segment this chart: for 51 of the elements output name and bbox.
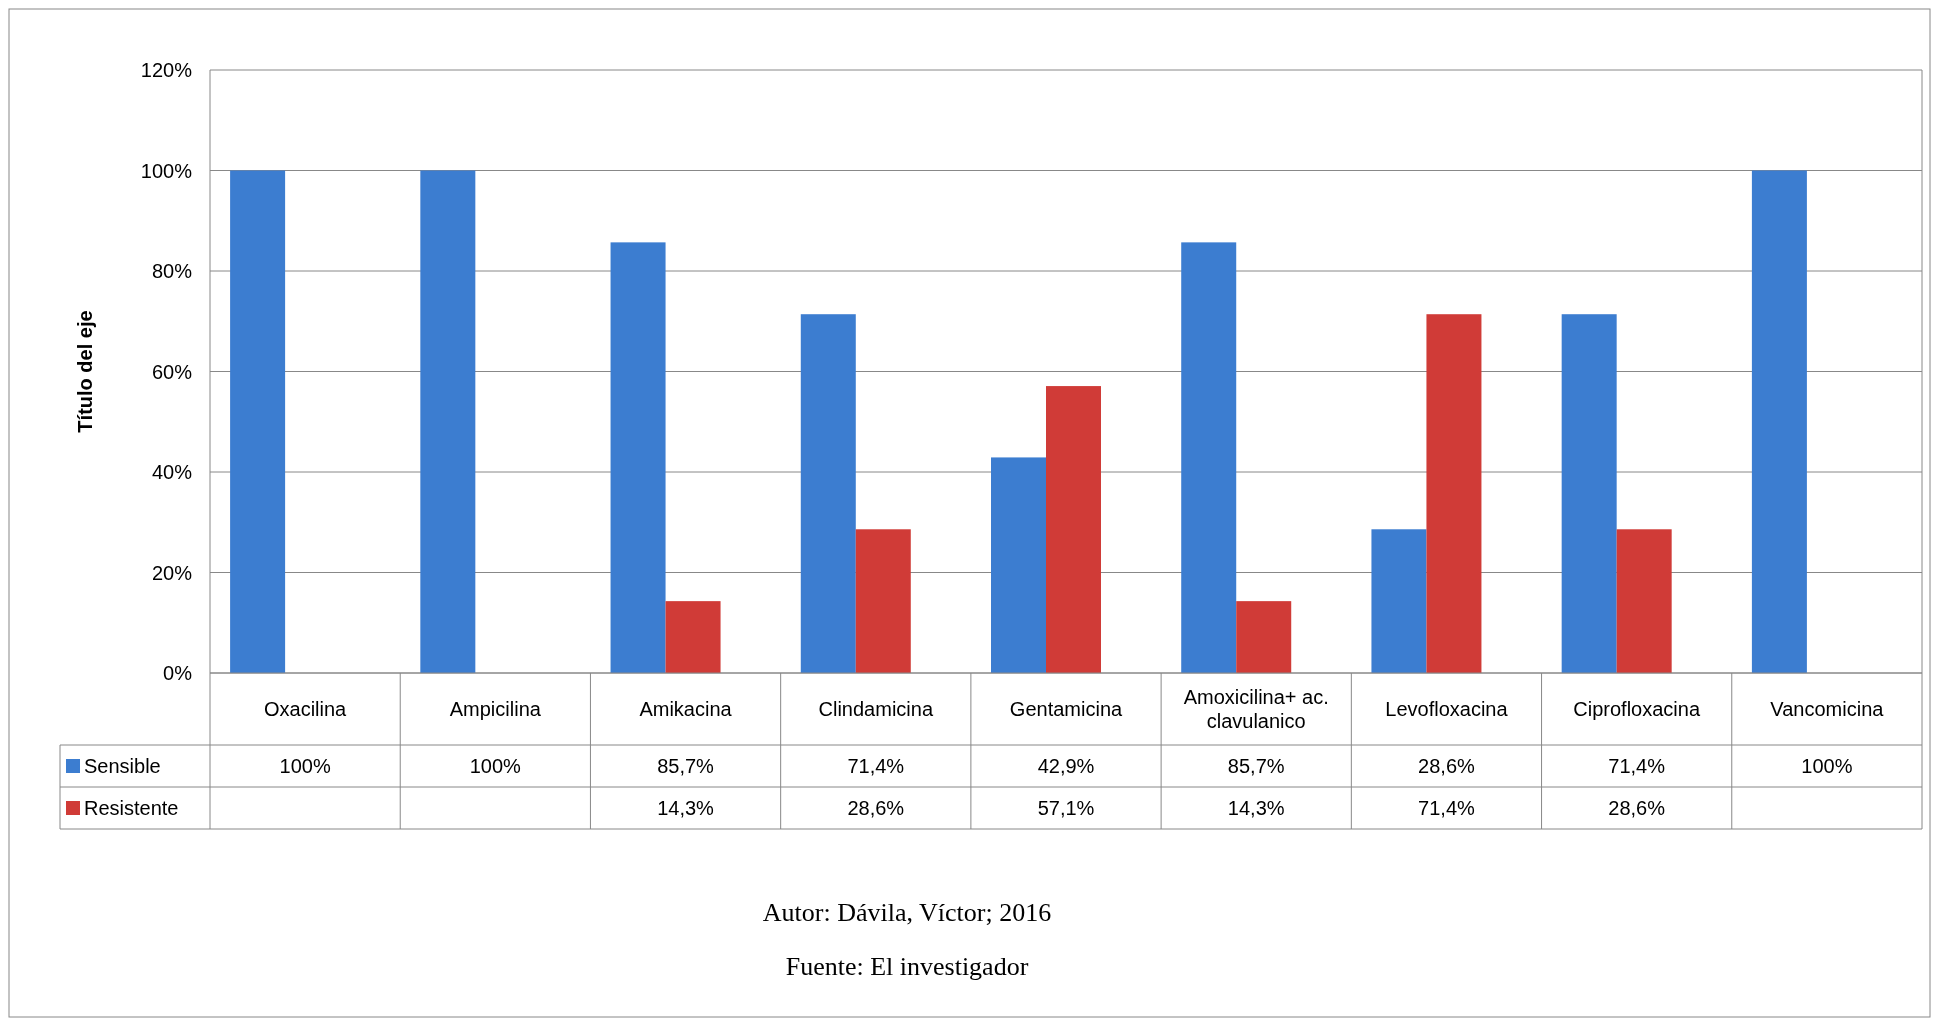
y-tick-label: 20% [151,561,193,584]
x-tick-label: Vancomicina [1770,698,1885,720]
data-label: 85,7% [1227,755,1285,777]
bar [230,170,286,673]
data-label: 28,6% [847,797,905,819]
data-label: 100% [469,755,522,777]
y-tick-label: 80% [151,260,193,282]
source-note: Fuente: El investigador [785,952,1029,982]
bar [800,314,856,673]
bar [1561,314,1617,673]
y-tick-label: 100% [140,159,193,182]
bar [1181,242,1237,673]
data-label: 71,4% [1608,755,1666,777]
x-tick-label: Ampicilina [449,698,542,720]
bar [1046,386,1101,673]
legend-label: Resistente [84,797,179,819]
x-tick-label: Gentamicina [1009,698,1124,720]
x-tick-label: Clindamicina [818,698,934,720]
bar [1426,314,1482,673]
data-label: 85,7% [657,755,715,777]
data-label: 28,6% [1418,755,1476,777]
data-label: 71,4% [1418,797,1476,819]
text: Autor: Dávila, Víctor; 2016 [762,898,1052,928]
data-label: 42,9% [1037,755,1095,777]
data-label: 57,1% [1037,797,1095,819]
data-label: 28,6% [1608,797,1666,819]
bar [855,529,911,673]
bar [1616,529,1672,673]
bar [991,457,1046,673]
y-tick-label: 0% [163,662,193,684]
x-tick-label: Ciprofloxacina [1573,698,1701,720]
data-label: 71,4% [847,755,905,777]
bar [1371,529,1427,673]
legend-label: Sensible [84,755,161,777]
bar [665,601,721,673]
bar [1751,170,1807,673]
x-tick-label: Oxacilina [263,698,348,720]
data-label: 14,3% [657,797,715,819]
y-axis-title: Título del eje [74,310,96,433]
x-tick-label: Levofloxacina [1385,698,1509,720]
bar [1236,601,1292,673]
data-label: 14,3% [1227,797,1285,819]
data-label: 100% [279,755,331,777]
y-tick-label: 40% [151,461,193,483]
y-tick-label: 120% [140,59,193,81]
bar [610,242,666,673]
data-label: 100% [1801,755,1853,777]
bar [420,170,476,673]
x-tick-label: Amikacina [639,698,733,720]
y-tick-label: 60% [151,360,193,383]
x-tick-label: Amoxicilina+ ac. clavulanico [1183,686,1329,732]
